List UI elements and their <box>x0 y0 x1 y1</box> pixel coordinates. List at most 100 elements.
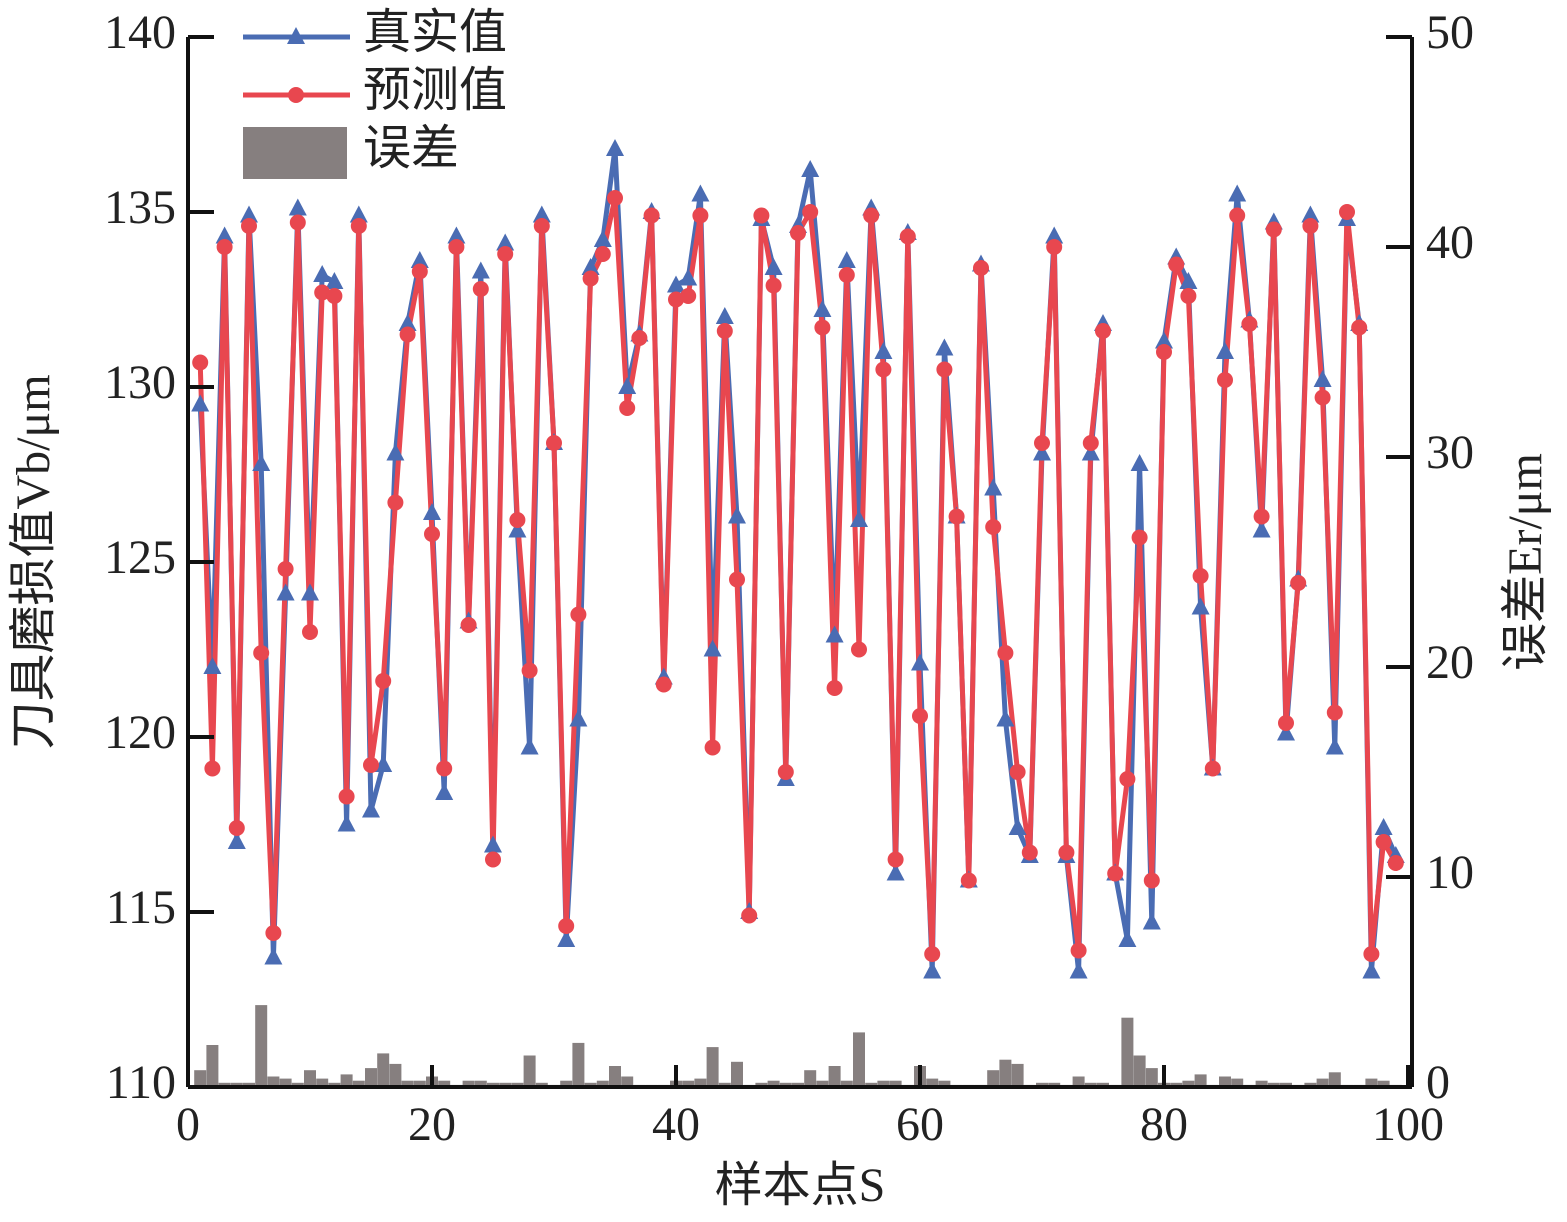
marker <box>1118 930 1137 947</box>
y-tick-label: 115 <box>106 881 176 934</box>
error-bar <box>279 1078 292 1087</box>
error-bar <box>499 1082 512 1087</box>
marker <box>802 204 819 220</box>
marker <box>252 454 271 471</box>
marker <box>680 288 697 304</box>
marker <box>1156 344 1172 360</box>
error-bar <box>1048 1082 1061 1087</box>
error-bar <box>609 1066 621 1087</box>
marker <box>288 198 307 216</box>
marker <box>314 284 331 301</box>
error-bar <box>938 1080 951 1087</box>
marker <box>471 261 490 279</box>
marker <box>1290 575 1307 591</box>
marker <box>569 709 588 727</box>
marker <box>838 267 855 283</box>
marker <box>692 207 709 224</box>
y2-axis-label: 误差Er/μm <box>1499 453 1552 671</box>
error-bar <box>1231 1078 1244 1087</box>
marker <box>362 800 380 818</box>
marker <box>582 270 599 287</box>
marker <box>1046 239 1063 255</box>
marker <box>703 639 722 657</box>
marker <box>886 863 905 881</box>
error-bar <box>474 1080 487 1087</box>
error-bar <box>926 1078 939 1087</box>
marker <box>265 925 282 941</box>
marker <box>777 764 794 780</box>
marker <box>375 673 392 689</box>
marker <box>851 641 867 658</box>
error-bar <box>1182 1080 1195 1087</box>
marker <box>521 662 538 679</box>
y-tick-label: 130 <box>104 356 176 409</box>
y2-tick-label: 50 <box>1426 6 1474 59</box>
marker <box>1252 520 1271 538</box>
marker <box>240 205 258 223</box>
error-bar <box>889 1080 902 1087</box>
marker <box>997 645 1014 661</box>
marker <box>1179 272 1198 289</box>
error-bar <box>243 1082 255 1087</box>
marker <box>546 435 562 451</box>
y-tick-label: 135 <box>104 181 176 234</box>
legend-swatch <box>243 127 347 179</box>
error-bar <box>779 1082 792 1087</box>
error-bar <box>487 1082 499 1087</box>
marker <box>374 755 393 772</box>
error-bar <box>1377 1080 1390 1087</box>
error-bar <box>560 1080 573 1087</box>
error-bar <box>1365 1078 1378 1087</box>
error-bar <box>1194 1074 1207 1087</box>
marker <box>411 263 428 280</box>
error-bar <box>731 1061 743 1087</box>
marker <box>1277 723 1295 741</box>
marker <box>337 814 356 832</box>
marker <box>349 205 368 223</box>
x-tick-label: 60 <box>896 1098 944 1151</box>
error-bar <box>1328 1072 1341 1087</box>
marker <box>350 218 367 234</box>
error-bar <box>1304 1082 1317 1087</box>
marker <box>472 281 489 297</box>
error-bar <box>523 1055 536 1087</box>
marker <box>277 561 294 577</box>
error-bar <box>853 1032 865 1087</box>
error-bar <box>230 1082 243 1087</box>
marker <box>631 330 648 346</box>
marker <box>1229 207 1246 224</box>
marker <box>215 226 234 244</box>
error-bar <box>377 1053 390 1087</box>
marker <box>497 246 514 262</box>
marker <box>826 680 843 696</box>
marker <box>825 625 844 643</box>
marker <box>619 400 636 416</box>
y-tick-label: 125 <box>104 531 176 584</box>
legend-marker <box>287 27 305 44</box>
error-bar <box>413 1080 426 1087</box>
legend-label: 真实值 <box>363 6 507 59</box>
error-bar <box>596 1080 609 1087</box>
marker <box>813 300 832 317</box>
y2-tick-label: 0 <box>1426 1056 1450 1109</box>
marker <box>1081 443 1100 461</box>
error-bar <box>804 1070 817 1087</box>
error-bar <box>304 1070 316 1087</box>
marker <box>1374 818 1393 835</box>
marker <box>1302 218 1319 234</box>
marker <box>1375 834 1392 850</box>
marker <box>1265 221 1282 238</box>
marker <box>887 851 904 868</box>
marker <box>790 225 806 241</box>
marker <box>253 645 270 661</box>
marker <box>996 709 1015 727</box>
marker <box>801 160 820 177</box>
marker <box>302 624 318 640</box>
marker <box>204 760 221 777</box>
y2-tick-label: 20 <box>1426 636 1474 689</box>
marker <box>520 737 539 755</box>
error-bar <box>1219 1076 1231 1087</box>
marker <box>1217 372 1233 388</box>
marker <box>313 265 332 282</box>
marker <box>1008 818 1027 835</box>
